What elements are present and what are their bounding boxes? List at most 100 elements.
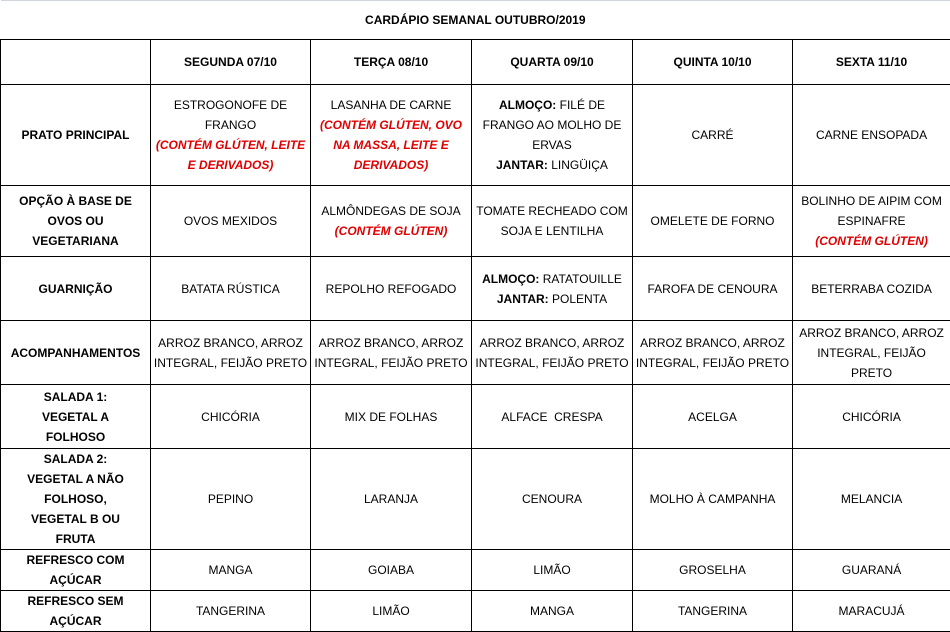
- menu-cell: ESTROGONOFE DE FRANGO (CONTÉM GLÚTEN, LEI…: [151, 85, 311, 186]
- dish-text: LASANHA DE CARNE: [331, 98, 452, 112]
- menu-cell: ARROZ BRANCO, ARROZ INTEGRAL, FEIJÃO PRE…: [311, 321, 472, 385]
- dish-text: GOIABA: [368, 563, 414, 577]
- menu-cell: REPOLHO REFOGADO: [311, 257, 472, 321]
- dish-text: CARNE ENSOPADA: [816, 128, 927, 142]
- menu-cell: OMELETE DE FORNO: [633, 186, 793, 257]
- allergen-note: (CONTÉM GLÚTEN): [335, 224, 448, 238]
- day-header: SEGUNDA 07/10: [151, 40, 311, 85]
- dish-text: LARANJA: [364, 492, 418, 506]
- day-header: QUARTA 09/10: [472, 40, 633, 85]
- menu-row: GUARNIÇÃO BATATA RÚSTICA REPOLHO REFOGADO A…: [1, 257, 950, 321]
- days-header-row: SEGUNDA 07/10 TERÇA 08/10 QUARTA 09/10 Q…: [1, 40, 950, 85]
- menu-cell: CARRÉ: [633, 85, 793, 186]
- dish-text: TOMATE RECHEADO COM SOJA E LENTILHA: [476, 204, 631, 238]
- menu-cell: ARROZ BRANCO, ARROZ INTEGRAL, FEIJÃO PRE…: [633, 321, 793, 385]
- menu-cell: GROSELHA: [633, 550, 793, 591]
- menu-cell: CARNE ENSOPADA: [793, 85, 950, 186]
- row-label-text: ACOMPANHAMENTOS: [3, 343, 148, 363]
- dish-text: ARROZ BRANCO, ARROZ INTEGRAL, FEIJÃO PRE…: [636, 336, 789, 370]
- menu-cell: MOLHO À CAMPANHA: [633, 449, 793, 550]
- menu-cell: LARANJA: [311, 449, 472, 550]
- menu-title: CARDÁPIO SEMANAL OUTUBRO/2019: [1, 1, 950, 40]
- row-label: OPÇÃO À BASE DE OVOS OU VEGETARIANA: [1, 186, 151, 257]
- menu-cell: ARROZ BRANCO, ARROZ INTEGRAL, FEIJÃO PRE…: [793, 321, 950, 385]
- row-label-text: GUARNIÇÃO: [3, 279, 148, 299]
- meal-label: ALMOÇO:: [482, 272, 539, 286]
- menu-cell: ALMÔNDEGAS DE SOJA (CONTÉM GLÚTEN): [311, 186, 472, 257]
- dish-text: ESTROGONOFE DE FRANGO: [174, 98, 291, 132]
- dish-text: REPOLHO REFOGADO: [326, 282, 457, 296]
- dish-text: ARROZ BRANCO, ARROZ INTEGRAL, FEIJÃO PRE…: [314, 336, 467, 370]
- menu-cell: MIX DE FOLHAS: [311, 385, 472, 449]
- dish-text: PEPINO: [208, 492, 253, 506]
- dish-text: ACELGA: [688, 410, 737, 424]
- row-label: SALADA 2: VEGETAL A NÃO FOLHOSO, VEGETAL…: [1, 449, 151, 550]
- dish-text: BOLINHO DE AIPIM COM ESPINAFRE: [801, 194, 945, 228]
- row-label: ACOMPANHAMENTOS: [1, 321, 151, 385]
- dish-text: ALFACE CRESPA: [501, 410, 602, 424]
- corner-cell: [1, 40, 151, 85]
- menu-cell: GOIABA: [311, 550, 472, 591]
- menu-row: SALADA 2: VEGETAL A NÃO FOLHOSO, VEGETAL…: [1, 449, 950, 550]
- meal-label: JANTAR:: [497, 292, 549, 306]
- menu-cell: MANGA: [472, 591, 633, 632]
- dish-text: ARROZ BRANCO, ARROZ INTEGRAL, FEIJÃO PRE…: [154, 336, 307, 370]
- dish-text: MELANCIA: [841, 492, 902, 506]
- dish-text: CHICÓRIA: [201, 410, 260, 424]
- row-label: PRATO PRINCIPAL: [1, 85, 151, 186]
- row-label-text: SALADA 2: VEGETAL A NÃO FOLHOSO, VEGETAL…: [21, 449, 131, 549]
- dish-text: BATATA RÚSTICA: [181, 282, 279, 296]
- menu-cell: OVOS MEXIDOS: [151, 186, 311, 257]
- allergen-note: (CONTÉM GLÚTEN, LEITE E DERIVADOS): [156, 138, 309, 172]
- dish-text: CARRÉ: [691, 128, 733, 142]
- menu-cell: CHICÓRIA: [151, 385, 311, 449]
- menu-cell: MARACUJÁ: [793, 591, 950, 632]
- dish-text: LINGÜIÇA: [548, 158, 608, 172]
- menu-cell: GUARANÁ: [793, 550, 950, 591]
- dish-text: ALMÔNDEGAS DE SOJA: [321, 204, 460, 218]
- menu-cell: TOMATE RECHEADO COM SOJA E LENTILHA: [472, 186, 633, 257]
- allergen-note: (CONTÉM GLÚTEN, OVO NA MASSA, LEITE E DE…: [320, 118, 465, 172]
- menu-cell: BATATA RÚSTICA: [151, 257, 311, 321]
- dish-text: ARROZ BRANCO, ARROZ INTEGRAL, FEIJÃO PRE…: [799, 326, 947, 380]
- dish-text: RATATOUILLE: [539, 272, 621, 286]
- day-header: QUINTA 10/10: [633, 40, 793, 85]
- row-label: GUARNIÇÃO: [1, 257, 151, 321]
- title-row: CARDÁPIO SEMANAL OUTUBRO/2019: [1, 1, 950, 40]
- menu-cell: CENOURA: [472, 449, 633, 550]
- dish-text: OMELETE DE FORNO: [650, 214, 774, 228]
- dish-text: MANGA: [208, 563, 252, 577]
- dish-text: GROSELHA: [679, 563, 746, 577]
- allergen-note: (CONTÉM GLÚTEN): [815, 234, 928, 248]
- menu-cell: CHICÓRIA: [793, 385, 950, 449]
- menu-row: PRATO PRINCIPAL ESTROGONOFE DE FRANGO (CON…: [1, 85, 950, 186]
- dish-text: OVOS MEXIDOS: [184, 214, 277, 228]
- dish-text: BETERRABA COZIDA: [811, 282, 932, 296]
- row-label: SALADA 1: VEGETAL A FOLHOSO: [1, 385, 151, 449]
- row-label-text: SALADA 1: VEGETAL A FOLHOSO: [16, 387, 136, 447]
- menu-cell: BETERRABA COZIDA: [793, 257, 950, 321]
- meal-label: JANTAR:: [496, 158, 548, 172]
- menu-cell: ALFACE CRESPA: [472, 385, 633, 449]
- menu-cell: PEPINO: [151, 449, 311, 550]
- row-label-text: REFRESCO SEM AÇÚCAR: [21, 591, 131, 631]
- dish-text: FAROFA DE CENOURA: [647, 282, 777, 296]
- menu-cell: TANGERINA: [151, 591, 311, 632]
- menu-cell: LIMÃO: [472, 550, 633, 591]
- menu-row: ACOMPANHAMENTOS ARROZ BRANCO, ARROZ INTEG…: [1, 321, 950, 385]
- dish-text: ARROZ BRANCO, ARROZ INTEGRAL, FEIJÃO PRE…: [475, 336, 628, 370]
- dish-text: GUARANÁ: [842, 563, 901, 577]
- menu-cell: ARROZ BRANCO, ARROZ INTEGRAL, FEIJÃO PRE…: [472, 321, 633, 385]
- menu-cell: LIMÃO: [311, 591, 472, 632]
- day-header: TERÇA 08/10: [311, 40, 472, 85]
- dish-text: MIX DE FOLHAS: [345, 410, 438, 424]
- day-header: SEXTA 11/10: [793, 40, 950, 85]
- dish-text: CENOURA: [522, 492, 582, 506]
- dish-text: CHICÓRIA: [842, 410, 901, 424]
- menu-cell: ACELGA: [633, 385, 793, 449]
- dish-text: MOLHO À CAMPANHA: [650, 492, 776, 506]
